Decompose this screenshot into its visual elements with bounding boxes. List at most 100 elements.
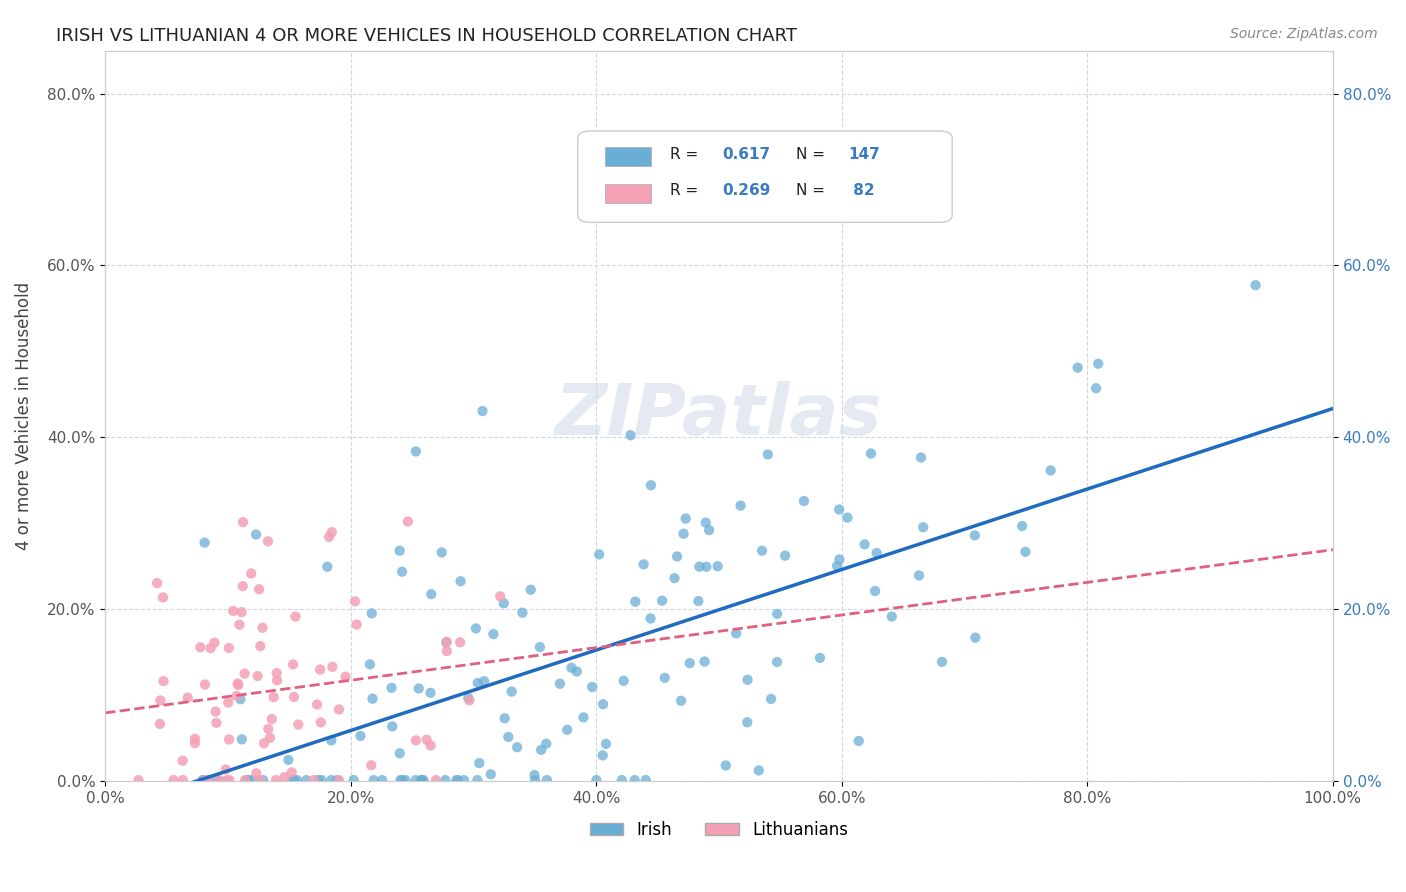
Point [394,773,416,788]
Point [389,773,412,788]
Point [672,526,695,541]
Point [453,773,475,788]
Point [283,690,305,704]
Point [405,773,427,788]
Point [651,593,673,607]
Point [218,732,240,747]
Text: 0.617: 0.617 [723,147,770,161]
Point [471,404,494,418]
Point [232,515,254,529]
Point [664,571,686,585]
Point [931,655,953,669]
Point [592,698,614,712]
Point [217,773,239,788]
Point [309,663,332,677]
Point [266,673,288,688]
Point [152,591,174,605]
Point [229,692,252,706]
Point [449,635,471,649]
Point [613,673,636,688]
Point [260,712,283,726]
Point [218,773,240,788]
Point [489,590,512,604]
Point [447,773,470,788]
Point [1244,278,1267,293]
Text: 0.269: 0.269 [723,184,770,198]
Point [285,773,308,788]
Point [595,737,617,751]
Point [245,766,267,780]
Point [249,639,271,653]
Point [853,537,876,551]
Point [866,546,889,560]
Point [468,756,491,770]
Point [194,535,217,549]
Point [572,710,595,724]
Point [412,773,434,788]
Point [467,676,489,690]
Point [205,715,228,730]
Point [146,576,169,591]
Point [425,773,447,788]
Point [335,670,357,684]
Point [859,446,882,460]
Point [706,559,728,574]
Point [225,689,247,703]
Point [371,773,394,788]
Point [281,657,304,672]
Point [725,626,748,640]
Point [793,494,815,508]
Point [581,680,603,694]
Point [912,520,935,534]
Point [194,773,217,788]
Point [222,604,245,618]
Point [349,729,371,743]
Point [908,568,931,582]
Point [512,606,534,620]
Point [666,549,689,564]
Point [633,558,655,572]
Point [434,635,457,649]
Point [436,644,458,658]
Text: Source: ZipAtlas.com: Source: ZipAtlas.com [1230,27,1378,41]
Point [257,722,280,736]
Text: N =: N = [796,184,830,198]
Text: N =: N = [796,147,830,161]
Point [482,627,505,641]
Point [191,773,214,788]
Point [419,739,441,753]
Point [479,767,502,781]
Point [756,448,779,462]
Point [530,743,553,757]
Point [828,552,851,566]
Point [236,773,259,788]
Point [287,717,309,731]
Point [228,617,250,632]
Point [730,499,752,513]
Point [766,607,789,621]
Point [281,773,304,788]
Point [697,523,720,537]
Point [436,634,458,648]
Point [283,773,305,788]
Point [231,732,253,747]
Point [184,736,207,750]
Point [177,690,200,705]
Point [360,607,382,621]
Point [242,773,264,788]
Point [346,617,368,632]
Point [226,678,249,692]
Point [695,516,717,530]
Point [808,651,831,665]
Point [277,753,299,767]
Point [193,773,215,788]
Y-axis label: 4 or more Vehicles in Household: 4 or more Vehicles in Household [15,282,32,549]
Legend: Irish, Lithuanians: Irish, Lithuanians [583,814,855,846]
Point [759,692,782,706]
Point [688,559,710,574]
Point [588,547,610,561]
Point [207,773,229,788]
Point [1085,381,1108,395]
Point [363,773,385,788]
Point [863,583,886,598]
